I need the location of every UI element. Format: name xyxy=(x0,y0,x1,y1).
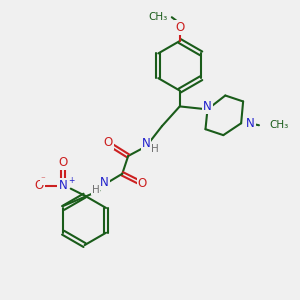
Text: CH₃: CH₃ xyxy=(269,120,288,130)
Text: H: H xyxy=(151,144,159,154)
Text: N: N xyxy=(142,136,150,150)
Text: H: H xyxy=(92,184,99,195)
Text: CH₃: CH₃ xyxy=(148,12,168,22)
Text: ⁻: ⁻ xyxy=(40,175,45,184)
Text: N: N xyxy=(246,117,255,130)
Text: N: N xyxy=(100,176,109,189)
Text: O: O xyxy=(58,156,68,170)
Text: O: O xyxy=(175,21,184,34)
Text: O: O xyxy=(137,177,147,190)
Text: N: N xyxy=(58,179,67,192)
Text: O: O xyxy=(104,136,113,148)
Text: N: N xyxy=(203,100,212,113)
Text: O: O xyxy=(34,179,44,192)
Text: +: + xyxy=(68,176,74,185)
